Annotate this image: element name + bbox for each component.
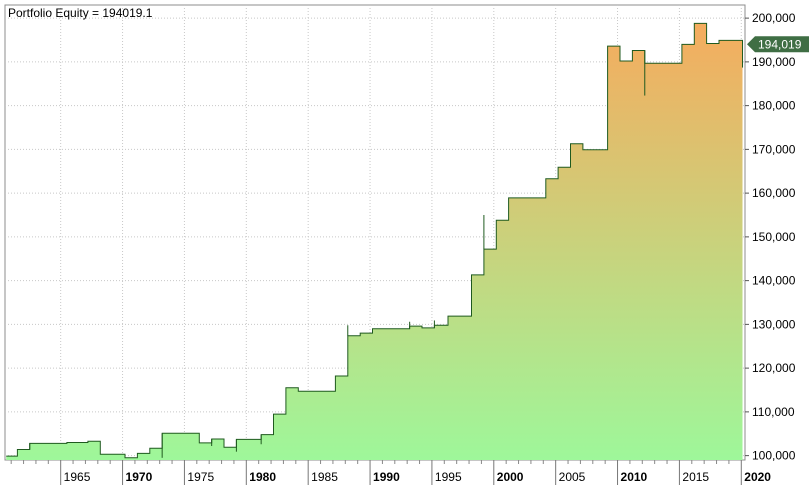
x-tick-label: 2000 [497, 470, 524, 484]
x-tick-label: 1970 [126, 470, 153, 484]
y-axis: 100,000 110,000 120,000 130,000 140,000 150,0… [745, 11, 796, 463]
x-tick-label: 2010 [621, 470, 648, 484]
y-tick-label: 100,000 [752, 449, 796, 463]
last-value-marker[interactable]: 194,019 [747, 36, 809, 53]
y-tick-label: 200,000 [752, 11, 796, 25]
x-tick-label: 1980 [249, 470, 276, 484]
x-axis: 1965 1970 1975 1980 1985 1990 1995 2000 2005 2010… [10, 460, 771, 485]
chart-title: Portfolio Equity = 194019.1 [8, 6, 153, 20]
y-tick-label: 110,000 [752, 405, 795, 419]
y-tick-label: 140,000 [752, 274, 796, 288]
y-tick-label: 160,000 [752, 186, 796, 200]
x-tick-label: 1985 [311, 470, 338, 484]
equity-area [6, 22, 744, 461]
y-tick-label: 130,000 [752, 317, 796, 331]
x-tick-label: 1975 [187, 470, 214, 484]
y-tick-label: 190,000 [752, 55, 796, 69]
last-value-badge [747, 36, 809, 53]
x-tick-label: 1995 [435, 470, 462, 484]
equity-line [6, 22, 743, 459]
x-tick-label: 2005 [559, 470, 586, 484]
x-tick-label: 2020 [744, 470, 771, 484]
x-tick-label: 1990 [373, 470, 400, 484]
last-value-label: 194,019 [758, 37, 802, 51]
y-tick-label: 120,000 [752, 361, 796, 375]
y-tick-label: 150,000 [752, 230, 796, 244]
x-tick-label: 1965 [64, 470, 91, 484]
x-tick-label: 2015 [682, 470, 709, 484]
y-tick-label: 180,000 [752, 99, 796, 113]
y-tick-label: 170,000 [752, 142, 796, 156]
equity-area-fill [6, 23, 743, 461]
